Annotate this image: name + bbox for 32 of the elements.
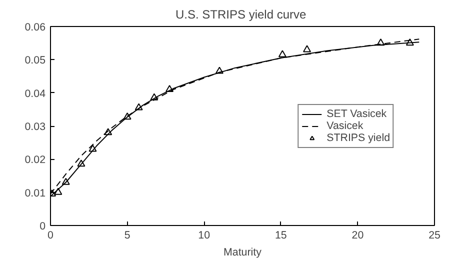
y-tick-label: 0 <box>40 220 46 232</box>
x-tick-label: 25 <box>428 230 440 242</box>
x-tick-label: 20 <box>352 230 364 242</box>
point <box>134 103 143 110</box>
legend-label: STRIPS yield <box>326 132 390 144</box>
y-tick-label: 0.04 <box>24 88 46 100</box>
y-tick-label: 0.06 <box>24 22 46 34</box>
x-tick-label: 0 <box>48 230 54 242</box>
point <box>376 38 385 46</box>
point <box>77 160 86 167</box>
y-tick-label: 0.02 <box>24 154 46 166</box>
point <box>62 178 70 185</box>
legend-label: SET Vasicek <box>326 108 387 120</box>
x-tick-label: 15 <box>274 230 287 242</box>
point <box>303 45 312 52</box>
x-axis-title: Maturity <box>224 246 262 258</box>
x-tick-label: 5 <box>124 230 130 242</box>
chart-title: U.S. STRIPS yield curve <box>175 8 307 22</box>
y-tick-label: 0.03 <box>24 121 46 133</box>
y-tick-label: 0.05 <box>24 54 46 67</box>
point <box>104 128 112 136</box>
point <box>166 84 174 92</box>
point <box>150 93 158 100</box>
point <box>406 38 414 46</box>
point <box>215 66 224 74</box>
point <box>54 188 62 195</box>
point <box>278 50 286 58</box>
point <box>88 144 97 152</box>
x-tick-label: 10 <box>198 230 210 242</box>
y-tick-label: 0.01 <box>24 187 46 200</box>
legend-label: Vasicek <box>326 120 364 132</box>
point <box>123 112 132 120</box>
